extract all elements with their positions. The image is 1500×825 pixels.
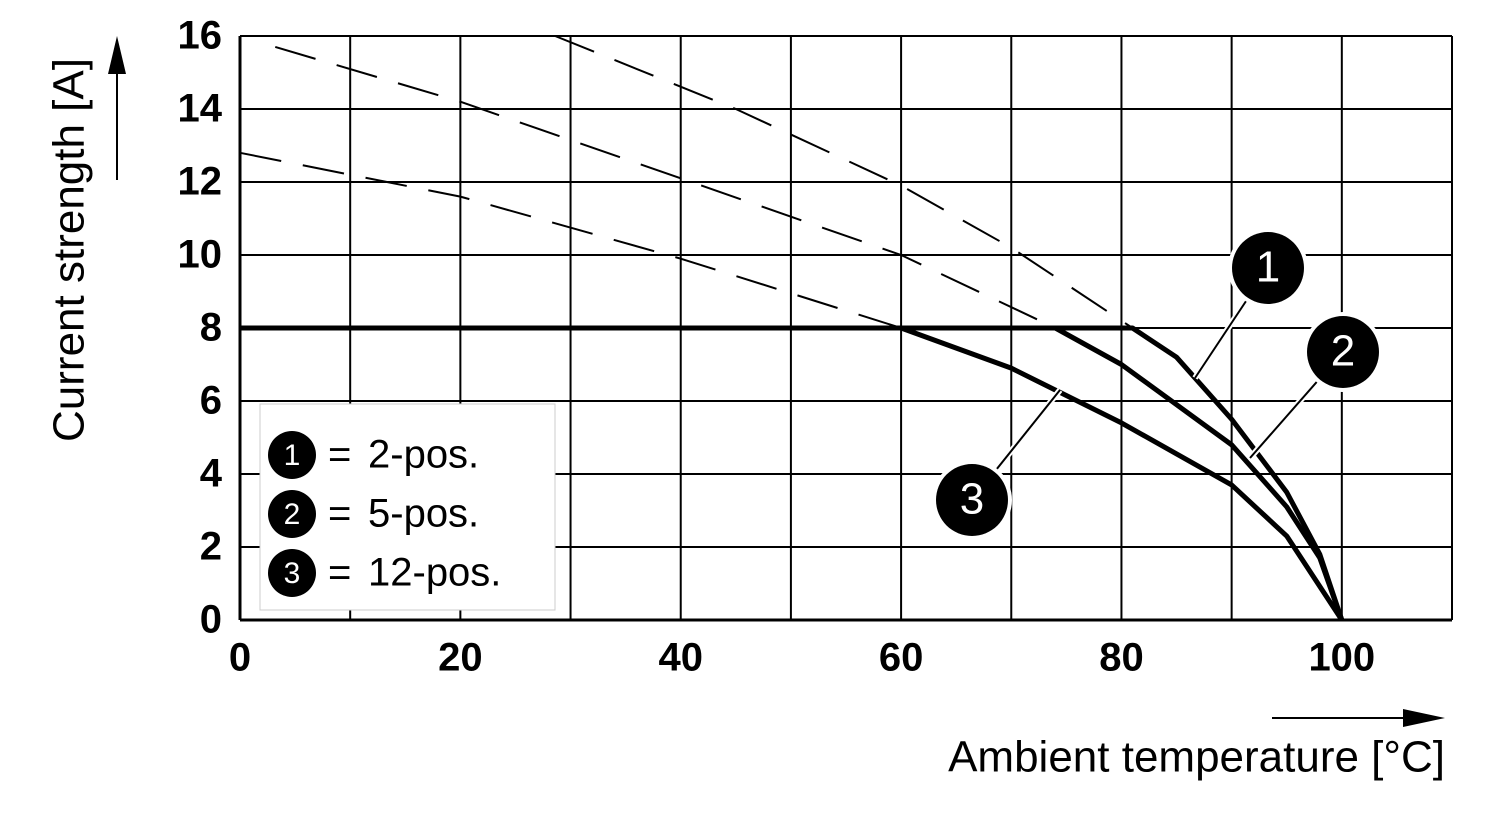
legend-badge-label: 3 — [284, 557, 301, 590]
x-arrow-head — [1403, 709, 1445, 727]
legend-badge — [268, 490, 316, 538]
dashed-line — [274, 45, 1056, 329]
y-tick-label: 12 — [178, 160, 223, 204]
legend-badge-label: 2 — [284, 498, 301, 531]
y-tick-label: 0 — [200, 598, 222, 642]
legend-label: 5-pos. — [368, 492, 479, 536]
dashed-line — [239, 151, 902, 329]
legend-badge — [268, 431, 316, 479]
y-tick-label: 10 — [178, 233, 223, 277]
badge-circle — [1307, 316, 1379, 388]
y-tick-label: 6 — [200, 379, 222, 423]
badge-label: 2 — [1331, 327, 1355, 376]
y-tick-label: 8 — [200, 306, 222, 350]
x-tick-label: 80 — [1099, 636, 1144, 680]
legend-label: 12-pos. — [368, 551, 501, 595]
line — [240, 325, 1345, 621]
y-tick-label: 16 — [178, 14, 223, 58]
badge-circle — [1232, 232, 1304, 304]
x-tick-label: 0 — [229, 636, 251, 680]
legend-separator: = — [328, 492, 351, 536]
y-tick-label: 4 — [200, 452, 223, 496]
x-tick-label: 40 — [658, 636, 703, 680]
legend-badge — [268, 549, 316, 597]
dashed-line — [554, 35, 1134, 329]
badge-label: 1 — [1256, 243, 1280, 292]
legend-separator: = — [328, 551, 351, 595]
badge-label: 3 — [960, 475, 984, 524]
legend-label: 2-pos. — [368, 433, 479, 477]
x-tick-label: 100 — [1308, 636, 1375, 680]
y-axis-label: Current strength [A] — [45, 58, 94, 442]
y-arrow-head — [108, 36, 126, 74]
line — [240, 325, 1344, 622]
y-tick-label: 14 — [178, 87, 223, 131]
legend-separator: = — [328, 433, 351, 477]
y-tick-label: 2 — [200, 525, 222, 569]
badge-circle — [936, 464, 1008, 536]
legend-badge-label: 1 — [284, 439, 301, 472]
x-axis-label: Ambient temperature [°C] — [948, 733, 1445, 782]
x-tick-label: 60 — [879, 636, 924, 680]
x-tick-label: 20 — [438, 636, 483, 680]
